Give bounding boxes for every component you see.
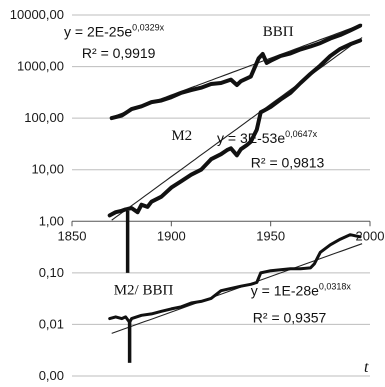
series-line — [107, 38, 363, 218]
y-tick-label: 0,00 — [39, 368, 64, 383]
series-name-label: M2 — [171, 128, 192, 144]
r-squared-label: R² = 0,9357 — [253, 309, 327, 325]
y-tick-label: 10000,00 — [10, 7, 64, 22]
data-series — [107, 23, 363, 363]
x-tick-label: 1850 — [58, 228, 87, 243]
trendline — [111, 37, 363, 221]
series-name-label: ВВП — [263, 24, 294, 40]
x-axis: 1850 1900 1950 2000 — [58, 220, 385, 243]
x-tick-label: 1950 — [256, 228, 285, 243]
y-tick-label: 100,00 — [24, 110, 64, 125]
regression-equation: y = 3E-53e0,0647x — [217, 129, 318, 146]
series-line — [109, 23, 363, 121]
series-line — [108, 233, 362, 324]
y-tick-label: 0,10 — [39, 265, 64, 280]
r-squared-label: R² = 0,9813 — [251, 155, 325, 171]
y-tick-label: 1000,00 — [17, 59, 64, 74]
regression-equation: y = 2E-25e0,0329x — [64, 23, 165, 40]
series-name-label: M2/ ВВП — [114, 283, 174, 299]
x-tick-label: 1900 — [157, 228, 186, 243]
y-tick-label: 0,01 — [39, 316, 64, 331]
y-tick-label: 1,00 — [39, 213, 64, 228]
y-tick-label: 10,00 — [31, 162, 64, 177]
x-axis-label: t — [364, 359, 369, 376]
r-squared-label: R² = 0,9919 — [82, 45, 156, 61]
x-tick-label: 2000 — [356, 228, 385, 243]
series-annotations: ВВП y = 2E-25e0,0329x R² = 0,9919 M2 y = 3E-… — [64, 23, 351, 326]
gridlines — [72, 14, 370, 377]
regression-equation: y = 1E-28e0,0318x — [251, 282, 352, 299]
y-axis-tick-labels: 10000,00 1000,00 100,00 10,00 1,00 0,10 0,01 0,… — [10, 7, 64, 383]
